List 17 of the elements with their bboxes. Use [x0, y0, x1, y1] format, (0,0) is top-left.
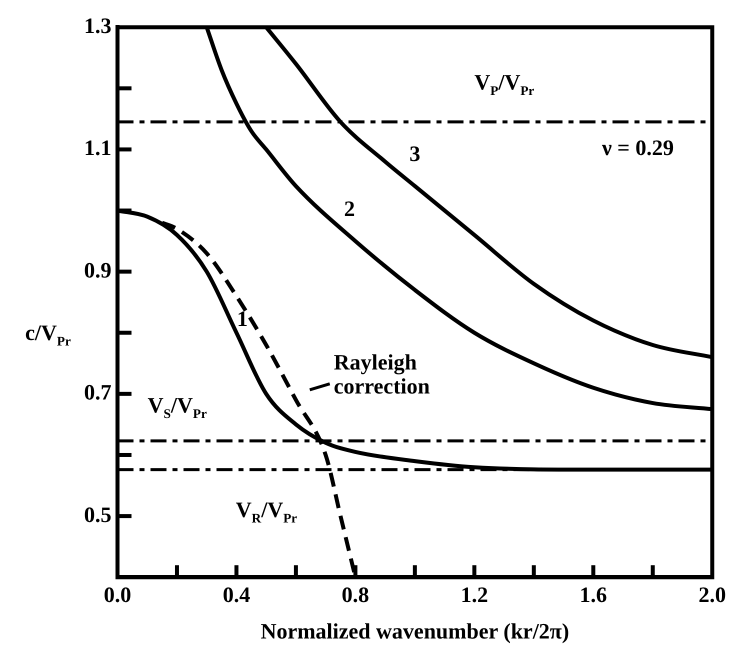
annotation: ν = 0.29 [600, 135, 674, 160]
annotation: 2 [344, 196, 355, 222]
x-tick-label: 1.2 [460, 582, 488, 608]
y-tick-label: 0.9 [84, 257, 112, 282]
annotation: 3 [409, 141, 420, 166]
x-tick-label: 1.6 [580, 582, 608, 608]
x-axis-title: Normalized wavenumber (kr/2π) [260, 618, 570, 644]
y-tick-label: 1.3 [84, 12, 112, 38]
annotation: 1 [236, 306, 248, 332]
x-tick-label: 0.0 [104, 582, 132, 608]
y-tick-label: 0.7 [84, 380, 112, 405]
y-tick-label: 1.1 [84, 135, 112, 160]
x-tick-label: 0.8 [342, 582, 370, 608]
y-tick-label: 0.5 [84, 502, 112, 527]
annotation: Rayleigh correction [334, 350, 430, 399]
x-tick-label: 0.4 [222, 582, 250, 608]
x-tick-label: 2.0 [698, 582, 726, 608]
